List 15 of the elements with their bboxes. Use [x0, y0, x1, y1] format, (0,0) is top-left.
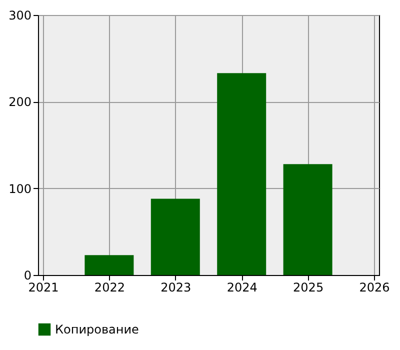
- x-tick-label: 2025: [293, 280, 324, 294]
- bar: [283, 164, 332, 275]
- legend-label: Копирование: [55, 322, 139, 336]
- bar: [150, 198, 200, 275]
- bar: [217, 73, 266, 275]
- x-tick-label: 2022: [94, 280, 125, 294]
- x-tick-label: 2024: [226, 280, 258, 294]
- x-tick-label: 2023: [160, 280, 192, 294]
- y-tick-label: 100: [8, 182, 32, 196]
- bar: [84, 255, 134, 275]
- x-tick-label: 2026: [359, 280, 390, 294]
- y-tick-label: 300: [8, 8, 32, 22]
- y-tick-label: 200: [8, 95, 32, 110]
- y-tick-label: 0: [24, 268, 32, 282]
- x-tick-label: 2021: [28, 280, 59, 294]
